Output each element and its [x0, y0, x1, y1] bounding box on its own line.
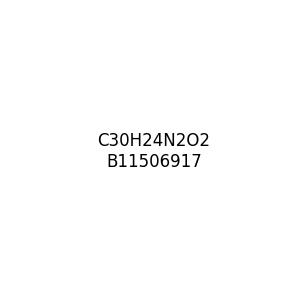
- Text: C30H24N2O2
B11506917: C30H24N2O2 B11506917: [97, 132, 210, 171]
